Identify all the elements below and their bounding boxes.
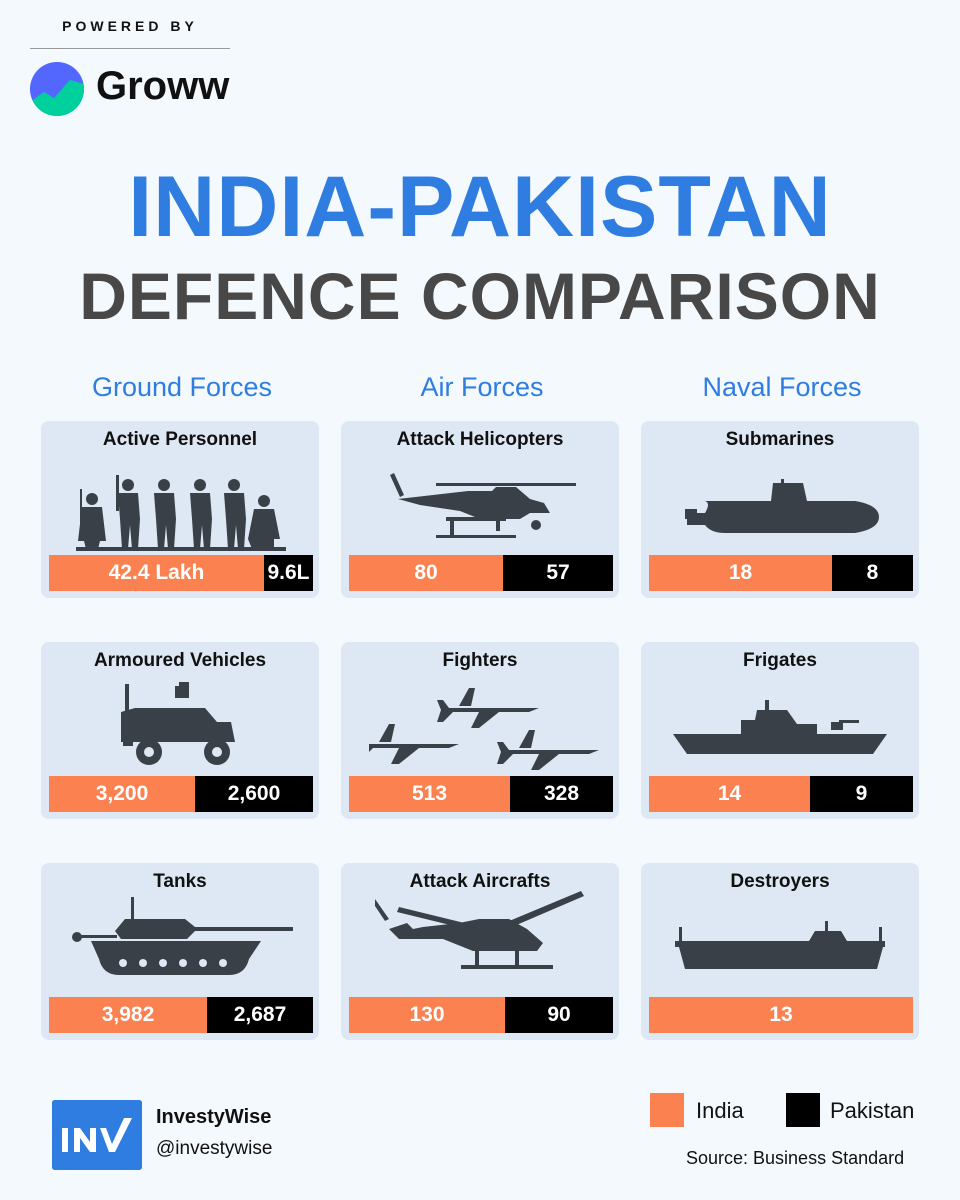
ground-forces-heading: Ground Forces	[91, 372, 273, 402]
legend-india-label: India	[696, 1098, 744, 1123]
fighter-jets-icon	[369, 688, 599, 770]
card-fighters: Fighters 513 328	[341, 642, 619, 819]
bar-india-segment: 14	[649, 776, 810, 812]
bar-submarines: 18 8	[649, 555, 913, 591]
armoured-vehicle-icon	[121, 682, 235, 765]
frigate-icon	[673, 700, 887, 754]
legend-pakistan-swatch	[786, 1093, 820, 1127]
bar-india-segment: 3,200	[49, 776, 195, 812]
card-attack-aircrafts: Attack Aircrafts 130 90	[341, 863, 619, 1040]
investywise-handle[interactable]: @investywise	[156, 1138, 273, 1159]
bar-pakistan-segment: 8	[832, 555, 913, 591]
tank-icon	[72, 897, 293, 975]
bar-attack-aircrafts: 130 90	[349, 997, 613, 1033]
helicopter-icon	[375, 891, 584, 969]
card-tanks: Tanks 3,982 2,687	[41, 863, 319, 1040]
header-divider	[30, 48, 230, 49]
bar-pakistan-segment: 9.6L	[264, 555, 313, 591]
legend-india-swatch	[650, 1093, 684, 1127]
powered-by-label: POWERED BY	[62, 18, 198, 34]
groww-brand-name: Groww	[96, 64, 230, 108]
card-frigates: Frigates 14 9	[641, 642, 919, 819]
bar-fighters: 513 328	[349, 776, 613, 812]
card-title: Destroyers	[730, 871, 830, 892]
bar-india-segment: 13	[649, 997, 913, 1033]
groww-logo-icon	[30, 62, 84, 116]
soldiers-icon	[76, 475, 286, 551]
page-title: INDIA-PAKISTAN	[128, 159, 832, 255]
bar-pakistan-segment: 9	[810, 776, 913, 812]
bar-attack-helicopters: 80 57	[349, 555, 613, 591]
card-submarines: Submarines 18 8	[641, 421, 919, 598]
investywise-logo-icon	[52, 1100, 142, 1170]
bar-destroyers: 13	[649, 997, 913, 1033]
bar-india-segment: 18	[649, 555, 832, 591]
card-armoured-vehicles: Armoured Vehicles 3,200 2,600	[41, 642, 319, 819]
card-active-personnel: Active Personnel 42.4 Lakh 9.6L	[41, 421, 319, 598]
bar-pakistan-segment: 2,600	[195, 776, 313, 812]
card-attack-helicopters: Attack Helicopters 80 57	[341, 421, 619, 598]
bar-india-segment: 513	[349, 776, 510, 812]
card-title: Armoured Vehicles	[93, 650, 267, 671]
investywise-name: InvestyWise	[156, 1106, 272, 1128]
attack-helicopter-icon	[390, 473, 576, 538]
submarine-icon	[685, 479, 879, 533]
card-title: Attack Helicopters	[396, 429, 564, 450]
bar-frigates: 14 9	[649, 776, 913, 812]
bar-active-personnel: 42.4 Lakh 9.6L	[49, 555, 313, 591]
card-destroyers: Destroyers 13	[641, 863, 919, 1040]
bar-tanks: 3,982 2,687	[49, 997, 313, 1033]
destroyer-icon	[675, 921, 885, 969]
card-title: Tanks	[153, 871, 207, 892]
bar-india-segment: 80	[349, 555, 503, 591]
bar-india-segment: 3,982	[49, 997, 207, 1033]
card-title: Attack Aircrafts	[409, 871, 551, 892]
legend-pakistan-label: Pakistan	[830, 1098, 915, 1123]
card-title: Active Personnel	[102, 429, 258, 450]
card-title: Fighters	[442, 650, 518, 671]
bar-india-segment: 42.4 Lakh	[49, 555, 264, 591]
bar-pakistan-segment: 90	[505, 997, 613, 1033]
bar-armoured-vehicles: 3,200 2,600	[49, 776, 313, 812]
air-forces-heading: Air Forces	[420, 372, 544, 402]
bar-pakistan-segment: 57	[503, 555, 613, 591]
bar-pakistan-segment: 328	[510, 776, 613, 812]
card-title: Frigates	[743, 650, 817, 671]
page-subtitle: DEFENCE COMPARISON	[79, 259, 881, 333]
card-title: Submarines	[725, 429, 835, 450]
bar-pakistan-segment: 2,687	[207, 997, 313, 1033]
source-note: Source: Business Standard	[686, 1148, 905, 1168]
bar-india-segment: 130	[349, 997, 505, 1033]
naval-forces-heading: Naval Forces	[702, 372, 862, 402]
